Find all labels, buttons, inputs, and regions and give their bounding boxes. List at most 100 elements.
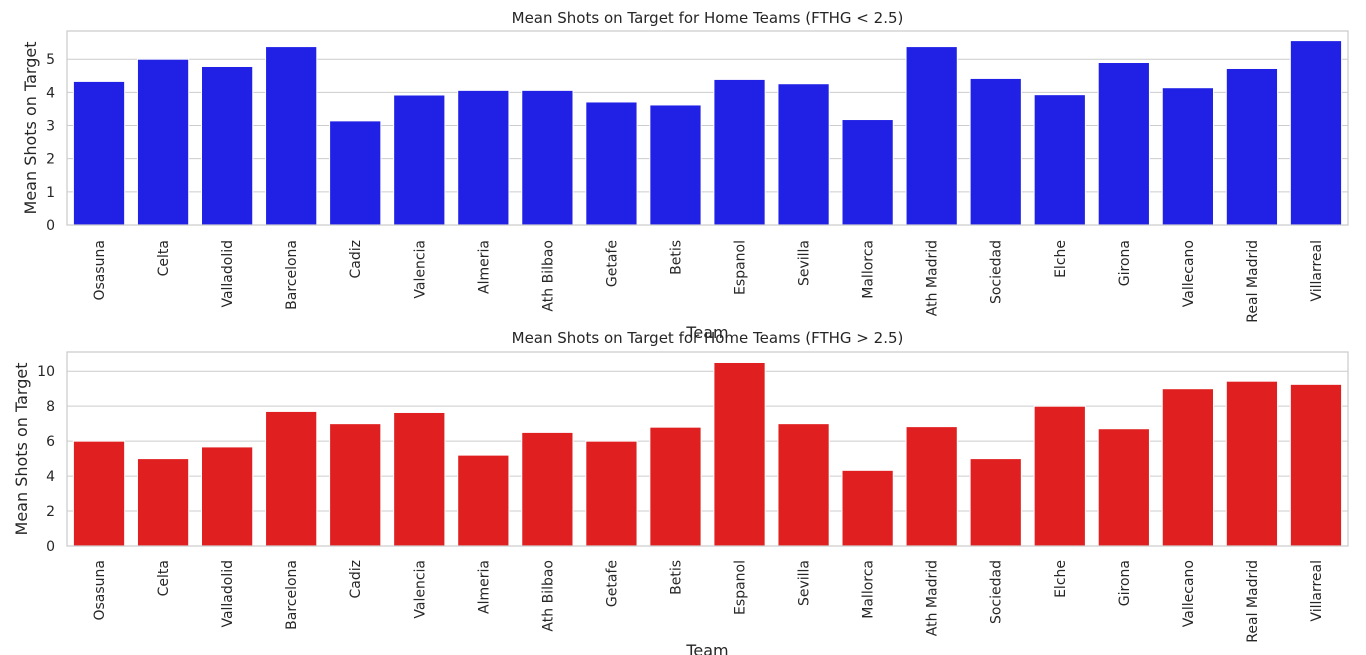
bottom-bar-almeria <box>458 455 509 546</box>
top-bar-sociedad <box>970 78 1021 225</box>
bottom-bar-real-madrid <box>1226 381 1277 546</box>
bottom-x-tick-label: Ath Madrid <box>925 560 941 636</box>
bottom-y-tick-label: 4 <box>46 469 55 485</box>
top-x-tick-label: Villarreal <box>1309 240 1325 302</box>
top-x-tick-label: Getafe <box>604 240 620 287</box>
bottom-x-tick-label: Real Madrid <box>1245 560 1261 643</box>
bottom-bar-celta <box>137 459 188 546</box>
bottom-bar-mallorca <box>842 470 893 546</box>
bottom-x-tick-label: Cadiz <box>348 560 364 598</box>
bottom-y-tick-label: 2 <box>46 504 55 520</box>
top-x-tick-label: Celta <box>156 240 172 276</box>
bottom-y-tick-label: 10 <box>37 364 55 380</box>
top-y-tick-label: 0 <box>46 218 55 234</box>
top-x-tick-label: Espanol <box>733 240 749 295</box>
top-y-axis-label: Mean Shots on Target <box>21 42 40 215</box>
bottom-x-tick-label: Ath Bilbao <box>540 560 556 632</box>
top-bar-espanol <box>714 79 765 225</box>
bottom-x-tick-label: Osasuna <box>92 560 108 621</box>
top-x-tick-label: Real Madrid <box>1245 240 1261 323</box>
bottom-y-axis-label: Mean Shots on Target <box>12 363 31 536</box>
top-bar-ath-madrid <box>906 47 957 225</box>
bottom-bar-ath-madrid <box>906 427 957 546</box>
top-chart-title: Mean Shots on Target for Home Teams (FTH… <box>512 9 904 27</box>
bottom-x-tick-label: Valencia <box>412 560 428 619</box>
bottom-x-tick-label: Sociedad <box>989 560 1005 624</box>
bottom-x-tick-label: Celta <box>156 560 172 596</box>
top-x-tick-label: Sociedad <box>989 240 1005 304</box>
top-plot-frame <box>67 31 1348 225</box>
top-bar-real-madrid <box>1226 68 1277 225</box>
top-x-tick-label: Elche <box>1053 240 1069 278</box>
bottom-y-tick-label: 8 <box>46 399 55 415</box>
top-bar-cadiz <box>330 121 381 225</box>
top-bar-valladolid <box>202 66 253 225</box>
top-bar-girona <box>1098 63 1149 225</box>
top-x-tick-label: Vallecano <box>1181 240 1197 307</box>
top-x-tick-label: Sevilla <box>797 240 813 286</box>
top-y-tick-label: 1 <box>46 185 55 201</box>
top-x-tick-label: Betis <box>668 240 684 275</box>
top-x-tick-label: Almeria <box>476 240 492 294</box>
top-bar-vallecano <box>1162 88 1213 225</box>
top-x-tick-label: Girona <box>1117 240 1133 286</box>
top-y-tick-label: 4 <box>46 85 55 101</box>
top-bar-villarreal <box>1290 41 1341 225</box>
top-bar-celta <box>137 59 188 225</box>
bottom-bar-betis <box>650 427 701 546</box>
top-bar-mallorca <box>842 120 893 225</box>
bottom-y-tick-label: 0 <box>46 539 55 555</box>
top-subplot: 0 1 2 3 4 5 Osasuna Celta Valladolid Barcelona Ca… <box>21 9 1348 342</box>
top-y-tick-label: 5 <box>46 52 55 68</box>
bottom-bar-cadiz <box>330 424 381 546</box>
top-y-tick-label: 3 <box>46 119 55 135</box>
top-bar-ath-bilbao <box>522 90 573 225</box>
bottom-bar-villarreal <box>1290 384 1341 546</box>
top-bar-almeria <box>458 90 509 225</box>
bottom-chart-title: Mean Shots on Target for Home Teams (FTH… <box>512 329 904 347</box>
top-x-tick-label: Osasuna <box>92 240 108 301</box>
bottom-bar-elche <box>1034 406 1085 546</box>
bottom-bar-valencia <box>394 412 445 546</box>
bottom-x-tick-label: Betis <box>668 560 684 595</box>
top-y-tick-label: 2 <box>46 152 55 168</box>
top-bar-getafe <box>586 102 637 225</box>
bottom-x-tick-label: Getafe <box>604 560 620 607</box>
top-x-tick-label: Cadiz <box>348 240 364 278</box>
bottom-x-tick-label: Barcelona <box>284 560 300 630</box>
top-bar-barcelona <box>266 47 317 225</box>
top-x-tick-label: Valladolid <box>220 240 236 308</box>
top-bar-sevilla <box>778 84 829 225</box>
top-x-tick-label: Barcelona <box>284 240 300 310</box>
bottom-bar-sevilla <box>778 424 829 546</box>
bottom-bar-ath-bilbao <box>522 432 573 546</box>
bottom-x-tick-label: Sevilla <box>797 560 813 606</box>
bottom-x-tick-label: Villarreal <box>1309 560 1325 622</box>
bottom-x-tick-label: Elche <box>1053 560 1069 598</box>
bottom-bar-girona <box>1098 429 1149 546</box>
top-bar-betis <box>650 105 701 225</box>
bottom-x-tick-label: Almeria <box>476 560 492 614</box>
bottom-bar-sociedad <box>970 459 1021 546</box>
bottom-plot-frame <box>67 352 1348 546</box>
bottom-x-tick-label: Girona <box>1117 560 1133 606</box>
top-x-tick-label: Ath Bilbao <box>540 240 556 312</box>
top-bar-valencia <box>394 95 445 225</box>
bottom-bar-valladolid <box>202 447 253 546</box>
bottom-bar-barcelona <box>266 411 317 546</box>
bottom-y-tick-label: 6 <box>46 434 55 450</box>
top-x-tick-label: Mallorca <box>861 240 877 299</box>
bottom-x-tick-label: Vallecano <box>1181 560 1197 627</box>
bottom-bar-vallecano <box>1162 389 1213 546</box>
bottom-x-tick-label: Valladolid <box>220 560 236 628</box>
bottom-x-axis-label: Team <box>685 641 728 655</box>
top-x-tick-label: Ath Madrid <box>925 240 941 316</box>
top-bar-osasuna <box>73 81 124 225</box>
bottom-bar-osasuna <box>73 441 124 546</box>
top-bar-elche <box>1034 95 1085 225</box>
bottom-bar-espanol <box>714 362 765 546</box>
bottom-bar-getafe <box>586 441 637 546</box>
bottom-x-tick-label: Mallorca <box>861 560 877 619</box>
top-x-tick-label: Valencia <box>412 240 428 299</box>
